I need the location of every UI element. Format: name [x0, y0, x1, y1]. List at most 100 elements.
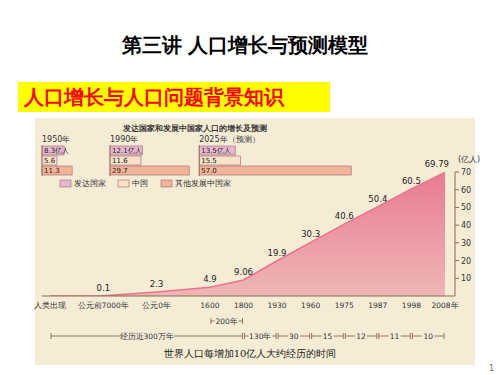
- inset-data-label: 57.0: [201, 167, 217, 175]
- group-label: 2025年（预测）: [199, 135, 259, 144]
- legend-swatch: [118, 180, 129, 187]
- interval-end: [210, 318, 211, 324]
- data-label: 9.06: [234, 267, 253, 277]
- slide-title: 第三讲 人口增长与预测模型: [121, 33, 369, 57]
- interval-label-bg: [288, 331, 300, 341]
- interval-end: [376, 333, 377, 339]
- data-label: 4.9: [203, 274, 217, 284]
- interval-end: [343, 333, 344, 339]
- y-tick-label: 20: [461, 257, 471, 266]
- inset-data-label: 12.1亿人: [112, 147, 142, 155]
- interval-label: 15: [323, 332, 333, 341]
- inset-bar: [110, 146, 142, 155]
- inset-title: 发达国家和发展中国家人口的增长及预测: [122, 123, 267, 133]
- group-label: 1990年: [110, 135, 138, 144]
- population-line: [50, 172, 445, 296]
- x-tick-label: 1930: [268, 301, 287, 310]
- interval-end: [311, 333, 312, 339]
- data-label: 40.6: [335, 211, 354, 221]
- y-tick: [455, 189, 459, 190]
- interval-label: 经历近300万年: [120, 332, 174, 341]
- inset-data-label: 11.3: [44, 167, 60, 175]
- interval-end: [276, 333, 277, 339]
- inset-axis-line: [42, 145, 43, 176]
- interval-end: [378, 333, 379, 339]
- data-label: 2.3: [150, 279, 164, 289]
- y-tick-label: 10: [461, 274, 471, 283]
- inset-bar: [199, 166, 351, 175]
- y-tick-label: 40: [461, 221, 471, 230]
- x-tick-label: 2008年: [431, 301, 458, 310]
- slide: 第三讲 人口增长与预测模型人口增长与人口问题背景知识 1 10 20 30 40 50 60 7…: [0, 0, 500, 375]
- inset-axis-line: [110, 145, 111, 176]
- background: [0, 0, 500, 375]
- inset-data-label: 15.5: [201, 157, 217, 165]
- interval-label: 200年: [216, 317, 238, 326]
- legend-label: 发达国家: [74, 179, 106, 188]
- x-tick-label: 1998: [402, 301, 421, 310]
- page-number: 1: [489, 364, 494, 373]
- inset-bar: [199, 146, 235, 155]
- y-tick: [455, 278, 459, 279]
- interval-end: [244, 333, 245, 339]
- y-tick-label: 70: [461, 168, 471, 177]
- legend-swatch: [161, 180, 172, 187]
- interval-label: 30: [289, 332, 299, 341]
- interval-label-bg: [422, 331, 434, 341]
- interval-label-bg: [389, 331, 401, 341]
- inset-axis-line: [199, 145, 200, 176]
- data-label: 19.9: [268, 248, 287, 258]
- inset-bars: [42, 146, 351, 175]
- interval-label-bg: [215, 316, 239, 326]
- y-tick: [455, 260, 459, 261]
- y-tick-label: 50: [461, 203, 471, 212]
- legend-label: 中国: [132, 179, 148, 188]
- data-label: 60.5: [402, 176, 421, 186]
- y-tick-label: 60: [461, 186, 471, 195]
- interval-label-bg: [248, 331, 272, 341]
- inset-data-label: 29.7: [112, 167, 128, 175]
- plot-area: [50, 172, 445, 296]
- inset-bar: [42, 166, 72, 175]
- inset-data-label: 11.6: [112, 157, 128, 165]
- inset-bar: [199, 156, 240, 165]
- x-tick-label: 1960: [301, 301, 320, 310]
- interval-label: 11: [390, 332, 400, 341]
- y-tick: [455, 225, 459, 226]
- interval-label: 130年: [249, 332, 271, 341]
- interval-end: [410, 333, 411, 339]
- interval-end: [51, 333, 52, 339]
- x-tick-label: 1975: [335, 301, 354, 310]
- interval-label-bg: [355, 331, 367, 341]
- y-tick-label: 30: [461, 239, 471, 248]
- chart-caption: 世界人口每增加10亿人大约经历的时间: [164, 348, 337, 359]
- interval-end: [242, 333, 243, 339]
- x-tick-label: 1987: [368, 301, 387, 310]
- inset-data-label: 13.5亿人: [201, 147, 231, 155]
- interval-end: [345, 333, 346, 339]
- x-axis-line: [42, 296, 455, 297]
- interval-end: [242, 318, 243, 324]
- legend-label: 其他发展中国家: [175, 179, 231, 188]
- interval-label: 12: [356, 332, 366, 341]
- y-axis-line: [455, 172, 456, 296]
- x-tick-label: 1600: [200, 301, 219, 310]
- inset-data-label: 5.6: [44, 157, 56, 165]
- slide-subtitle: 人口增长与人口问题背景知识: [23, 85, 285, 109]
- subtitle-box: [18, 82, 330, 112]
- inset-data-label: 8.3亿人: [44, 147, 69, 155]
- interval-label-bg: [120, 331, 174, 341]
- x-tick-label: 公元前7000年: [78, 301, 129, 310]
- y-tick: [455, 172, 459, 173]
- data-label: 30.3: [301, 229, 320, 239]
- interval-label-bg: [321, 331, 333, 341]
- interval-end: [278, 333, 279, 339]
- interval-end: [444, 333, 445, 339]
- data-label: 0.1: [97, 283, 111, 293]
- figure-background: [35, 118, 475, 365]
- inset-bar: [42, 156, 57, 165]
- group-label: 1950年: [42, 135, 70, 144]
- inset-labels: 1950年 8.3亿人 5.6 11.3 1990年 12.1亿人 11.6 29.7 2025…: [42, 135, 260, 175]
- data-label: 69.79: [425, 159, 449, 169]
- x-tick-label: 人类出现: [34, 301, 66, 310]
